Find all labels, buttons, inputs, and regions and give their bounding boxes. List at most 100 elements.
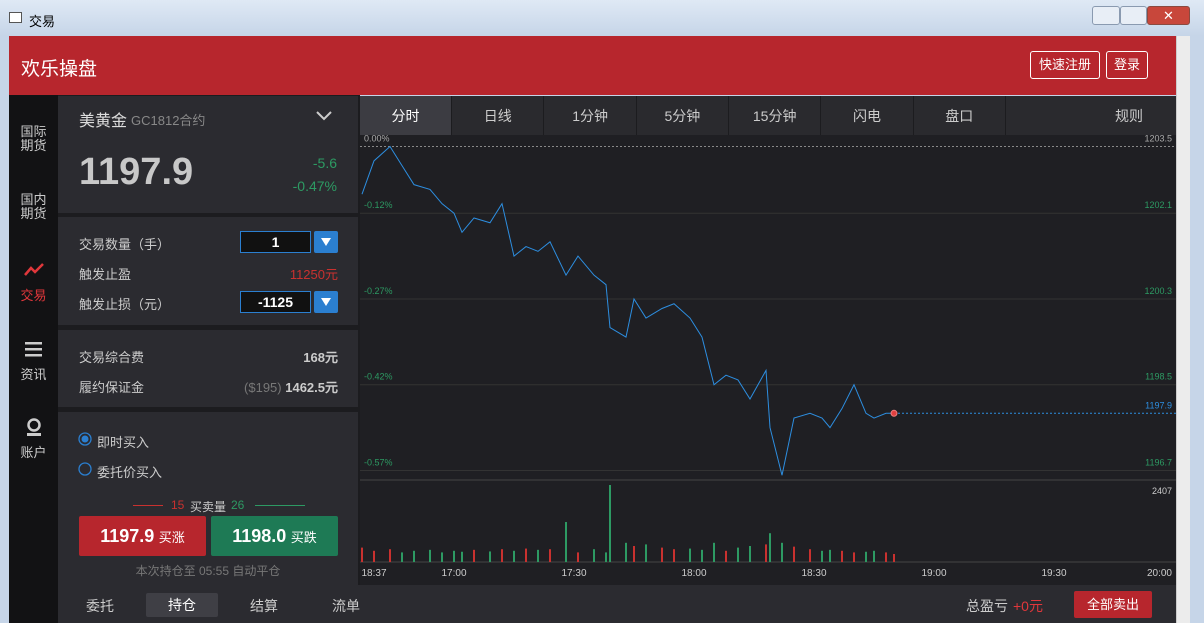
- x-tick-label: 20:00: [1147, 568, 1172, 579]
- bottom-tab-active[interactable]: 持仓: [146, 593, 218, 617]
- close-button[interactable]: ✕: [1147, 6, 1190, 25]
- volume-bar: [461, 551, 463, 562]
- side-nav: 国际期货 国内期货 交易 资讯 账户: [9, 95, 58, 623]
- fees-box: 交易综合费 168元 履约保证金 ($195) 1462.5元: [58, 330, 358, 407]
- volume-bar: [873, 550, 875, 562]
- stop-loss-input[interactable]: -1125: [240, 291, 311, 313]
- volume-bar: [625, 542, 627, 562]
- tab[interactable]: 15分钟: [729, 96, 822, 136]
- left-panel: 美黄金 GC1812合约 1197.9 -5.6 -0.47% 交易数量（手） …: [58, 95, 360, 585]
- header: 欢乐操盘 快速注册 登录: [9, 36, 1176, 95]
- tab[interactable]: 闪电: [822, 96, 914, 136]
- nav-item[interactable]: 国际期货: [20, 124, 47, 153]
- depth-line-sell: [255, 505, 305, 506]
- tab[interactable]: 1分钟: [545, 96, 637, 136]
- login-button[interactable]: 登录: [1106, 51, 1148, 79]
- volume-bar: [809, 549, 811, 562]
- order-form: 交易数量（手） 1 触发止盈 11250元 触发止损（元） -1125: [58, 217, 358, 325]
- volume-bar: [765, 544, 767, 562]
- bottom-tab[interactable]: 结算: [250, 598, 278, 614]
- price-change: -5.6: [312, 155, 337, 171]
- volume-bar: [593, 549, 595, 562]
- volume-bar: [853, 552, 855, 562]
- tab-bar: 分时 日线 1分钟 5分钟 15分钟 闪电 盘口 规则: [360, 96, 1176, 136]
- x-tick-label: 19:30: [1041, 568, 1066, 579]
- radio-checked[interactable]: [78, 432, 92, 446]
- x-tick-label: 18:37: [361, 568, 386, 579]
- tab[interactable]: 5分钟: [637, 96, 729, 136]
- volume-bar: [725, 550, 727, 562]
- quantity-dropdown[interactable]: [314, 231, 338, 253]
- pnl-label: 总盈亏: [966, 598, 1008, 614]
- nav-item[interactable]: 资讯: [20, 367, 47, 382]
- quantity-input[interactable]: 1: [240, 231, 311, 253]
- volume-bar: [609, 485, 611, 562]
- y-tick-pct-label: -0.42%: [364, 372, 393, 382]
- nav-item-active[interactable]: 交易: [20, 288, 47, 303]
- last-point: [890, 409, 898, 417]
- volume-bar: [781, 542, 783, 562]
- product-name: 美黄金: [79, 113, 128, 130]
- volume-bar: [453, 550, 455, 562]
- tab[interactable]: 日线: [452, 96, 545, 136]
- order-type: 即时买入: [97, 435, 150, 450]
- nav-item[interactable]: 国内期货: [20, 192, 47, 221]
- price-line: [361, 145, 894, 476]
- margin-label: 履约保证金: [79, 380, 145, 395]
- volume-bar: [501, 549, 503, 562]
- news-icon: [25, 342, 42, 357]
- fee-label: 交易综合费: [79, 350, 145, 365]
- bottom-tab[interactable]: 流单: [332, 598, 360, 614]
- last-price-label: 1197.9: [1145, 400, 1172, 410]
- depth-line-buy: [133, 505, 163, 506]
- product-bar: 美黄金 GC1812合约: [58, 96, 358, 135]
- volume-bar: [737, 547, 739, 562]
- stop-loss-dropdown[interactable]: [314, 291, 338, 313]
- margin: 1462.5元: [285, 380, 338, 395]
- y-tick-label: 1203.5: [1144, 135, 1172, 144]
- product-dropdown[interactable]: [315, 110, 333, 122]
- pnl: +0元: [1013, 598, 1043, 614]
- volume-bar: [537, 549, 539, 562]
- volume-bar: [489, 551, 491, 562]
- volume-bar: [701, 549, 703, 562]
- x-tick-label: 17:00: [441, 568, 466, 579]
- scrollbar[interactable]: [1176, 36, 1190, 623]
- y-tick-pct-label: -0.57%: [364, 457, 393, 467]
- volume-bar: [749, 546, 751, 562]
- last-price: 1197.9: [79, 151, 194, 193]
- buy-down-button[interactable]: 1198.0 买跌: [211, 516, 338, 556]
- price-box: 1197.9 -5.6 -0.47%: [58, 135, 358, 213]
- tab[interactable]: 盘口: [914, 96, 1006, 136]
- maximize-button[interactable]: [1120, 6, 1147, 25]
- y2-tick-label: 2407: [1152, 486, 1172, 496]
- minimize-button[interactable]: [1092, 6, 1120, 25]
- depth-label: 买卖量: [190, 500, 227, 514]
- buy-up-button[interactable]: 1197.9 买涨: [79, 516, 206, 556]
- order-type: 委托价买入: [97, 465, 163, 480]
- tab-active[interactable]: 分时: [360, 96, 452, 136]
- note: 本次持仓至 05:55 自动平仓: [135, 564, 281, 578]
- y-tick-label: 1196.7: [1145, 457, 1172, 467]
- volume-bar: [689, 548, 691, 562]
- trade-icon: [24, 263, 44, 276]
- y-tick-pct-label: 0.00%: [364, 135, 390, 144]
- bottom-tab[interactable]: 委托: [86, 598, 114, 614]
- volume-bar: [793, 546, 795, 562]
- take-profit-label: 触发止盈: [79, 267, 132, 282]
- take-profit: 11250元: [289, 267, 338, 282]
- depth-buy: 15: [171, 498, 185, 512]
- radio[interactable]: [78, 462, 92, 476]
- sell-all-button[interactable]: 全部卖出: [1074, 591, 1152, 618]
- volume-bar: [893, 554, 895, 562]
- volume-bar: [865, 551, 867, 562]
- volume-bar: [429, 549, 431, 562]
- tab[interactable]: 规则: [1115, 108, 1143, 124]
- product-code: GC1812合约: [131, 113, 206, 128]
- account-icon: [27, 418, 41, 436]
- volume-bar: [413, 550, 415, 562]
- order-box: 即时买入 委托价买入 15 买卖量 26 1197.9 买涨 1198.0 买跌…: [58, 412, 358, 585]
- register-button[interactable]: 快速注册: [1030, 51, 1100, 79]
- nav-item[interactable]: 账户: [20, 445, 47, 460]
- x-tick-label: 19:00: [921, 568, 946, 579]
